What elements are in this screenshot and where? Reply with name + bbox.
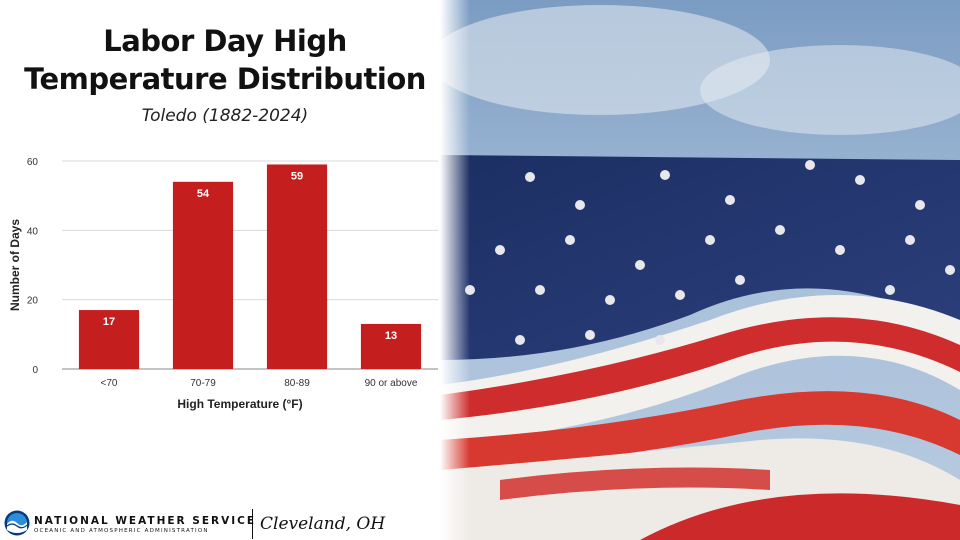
x-tick-label: 70-79 xyxy=(190,378,216,389)
page-subtitle: Toledo (1882-2024) xyxy=(141,106,309,126)
office-name: Cleveland, OH xyxy=(260,514,386,534)
bar xyxy=(172,181,234,369)
title-line-1: Labor Day High xyxy=(103,24,347,58)
y-tick-label: 0 xyxy=(32,365,38,376)
page-title: Labor Day High Temperature Distribution xyxy=(0,22,450,98)
american-flag-photo xyxy=(440,0,960,540)
data-label: 59 xyxy=(291,170,303,182)
y-tick-label: 60 xyxy=(27,157,39,168)
x-tick-label: 80-89 xyxy=(284,378,310,389)
y-axis-title: Number of Days xyxy=(8,219,22,311)
footer-divider xyxy=(252,509,253,539)
title-line-2: Temperature Distribution xyxy=(24,62,426,96)
agency-subname: OCEANIC AND ATMOSPHERIC ADMINISTRATION xyxy=(34,528,209,534)
noaa-logo-icon xyxy=(4,510,30,536)
agency-name: NATIONAL WEATHER SERVICE xyxy=(34,515,257,527)
bar xyxy=(360,323,422,369)
bar xyxy=(78,310,140,369)
x-tick-label: 90 or above xyxy=(365,378,418,389)
bar-chart: 0 20 40 60 17 <70 54 70-79 59 80-89 13 90 or above H… xyxy=(8,157,438,411)
chart-panel: Labor Day High Temperature Distribution … xyxy=(0,0,450,540)
y-tick-label: 40 xyxy=(27,226,39,237)
data-label: 17 xyxy=(103,316,115,328)
data-label: 54 xyxy=(197,188,210,200)
x-tick-label: <70 xyxy=(101,378,118,389)
data-label: 13 xyxy=(385,330,397,342)
y-tick-label: 20 xyxy=(27,296,39,307)
x-axis-title: High Temperature (°F) xyxy=(177,397,302,411)
bar xyxy=(266,164,328,369)
footer: NATIONAL WEATHER SERVICE OCEANIC AND ATM… xyxy=(0,500,450,540)
